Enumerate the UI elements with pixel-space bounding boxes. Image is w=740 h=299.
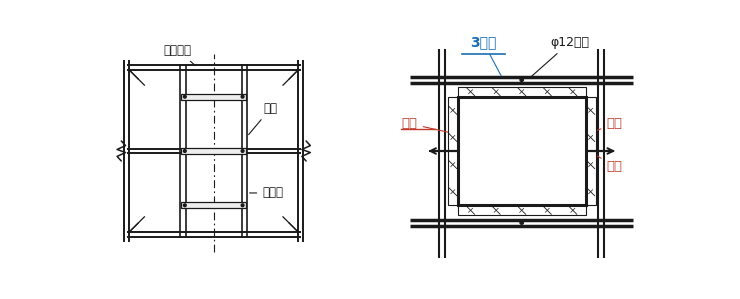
Bar [458, 97, 585, 205]
Circle shape [241, 95, 244, 98]
Circle shape [184, 204, 186, 207]
Text: 柱箍: 柱箍 [249, 102, 278, 135]
Bar [448, 87, 596, 215]
Circle shape [184, 95, 186, 98]
Text: 柱模板: 柱模板 [249, 187, 283, 199]
Circle shape [520, 78, 523, 81]
Circle shape [184, 150, 186, 152]
Circle shape [241, 204, 244, 207]
Text: φ12螺杆: φ12螺杆 [531, 36, 589, 76]
Circle shape [241, 150, 244, 152]
FancyBboxPatch shape [181, 148, 246, 154]
FancyBboxPatch shape [181, 202, 246, 208]
Bar [458, 87, 585, 97]
Bar [458, 205, 585, 215]
Text: 钢管: 钢管 [591, 152, 622, 173]
FancyBboxPatch shape [181, 94, 246, 100]
Bar [585, 97, 596, 205]
Text: 3型卡: 3型卡 [470, 35, 501, 76]
Text: 模板: 模板 [591, 117, 622, 133]
Bar [448, 97, 458, 205]
Text: 木枋: 木枋 [402, 117, 452, 133]
Text: 满堂支架: 满堂支架 [164, 44, 195, 66]
Circle shape [520, 221, 523, 224]
